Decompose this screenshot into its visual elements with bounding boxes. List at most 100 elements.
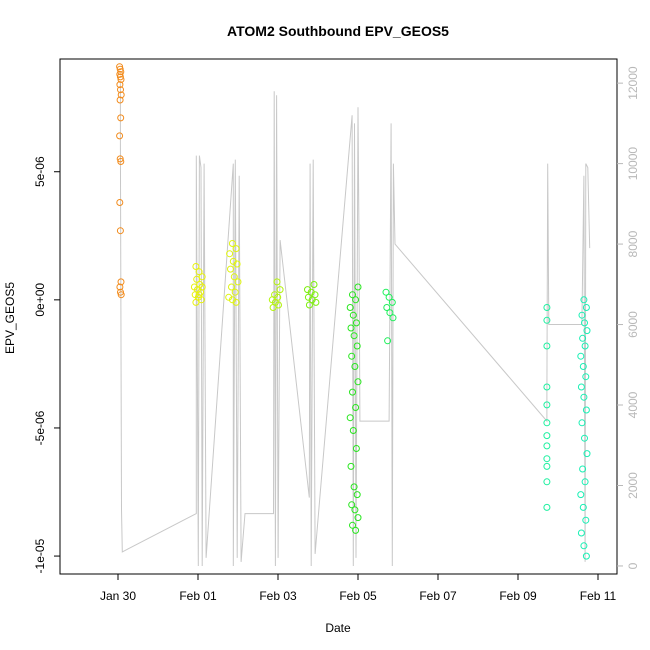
y2-tick-label: 8000 (626, 230, 640, 257)
data-point (310, 281, 318, 288)
altitude-line-layer (119, 83, 591, 567)
data-point (543, 419, 551, 427)
data-point (579, 334, 587, 342)
x-tick-label: Feb 01 (179, 589, 217, 603)
data-points-layer (116, 63, 591, 560)
data-point (349, 427, 357, 434)
data-point (543, 401, 551, 409)
x-axis: Jan 30 Feb 01 Feb 03 Feb 05 Feb 07 Feb 09 Feb … (100, 574, 617, 603)
data-point (352, 404, 360, 411)
data-point (543, 342, 551, 350)
data-point (383, 304, 391, 311)
y2-tick-label: 12000 (626, 66, 640, 100)
data-point (192, 263, 200, 270)
data-point (389, 314, 397, 322)
y-tick-label: 5e-06 (33, 156, 47, 187)
x-tick-label: Feb 05 (339, 589, 377, 603)
data-point (580, 542, 588, 550)
data-point (543, 462, 551, 470)
data-point (195, 291, 203, 299)
data-point (577, 529, 585, 537)
data-point (579, 503, 587, 511)
data-point (580, 393, 588, 401)
data-point (581, 319, 588, 327)
data-point (580, 296, 588, 304)
data-point (581, 434, 588, 442)
data-point (117, 114, 125, 122)
x-axis-label: Date (325, 621, 351, 635)
data-point (116, 199, 124, 206)
x-tick-label: Feb 11 (580, 589, 617, 603)
data-point (543, 503, 551, 511)
data-point (583, 327, 591, 335)
data-point (228, 283, 235, 291)
data-point (352, 296, 360, 304)
data-point (192, 298, 200, 306)
data-point (116, 132, 124, 140)
x-tick-label: Feb 07 (419, 589, 457, 603)
y-tick-label: -1e-05 (33, 538, 47, 573)
y-tick-label: 0e+00 (33, 283, 47, 317)
data-point (232, 245, 240, 253)
data-point (386, 309, 394, 317)
altitude-line (119, 83, 591, 567)
data-point (117, 291, 125, 299)
data-point (116, 96, 124, 104)
data-point (116, 81, 124, 89)
y-tick-label: -5e-06 (33, 410, 47, 445)
data-point (543, 455, 551, 463)
y2-tick-label: 2000 (626, 472, 640, 499)
data-point (226, 250, 234, 258)
data-point (543, 383, 551, 391)
data-point (348, 501, 356, 509)
data-point (350, 483, 358, 491)
data-point (353, 342, 361, 350)
y2-tick-label: 10000 (626, 147, 640, 181)
data-point (354, 514, 362, 522)
data-point (581, 342, 589, 350)
data-point (117, 91, 125, 99)
data-point (578, 311, 586, 319)
data-point (195, 268, 203, 276)
data-point (352, 526, 360, 534)
data-point (583, 450, 591, 458)
data-point (346, 304, 354, 311)
data-point (543, 432, 551, 440)
data-point (543, 304, 551, 311)
data-point (543, 442, 551, 450)
chart-title: ATOM2 Southbound EPV_GEOS5 (227, 23, 449, 39)
data-point (350, 332, 358, 340)
data-point (582, 516, 590, 524)
x-tick-label: Jan 30 (100, 589, 136, 603)
y2-tick-label: 6000 (626, 311, 640, 338)
data-point (582, 406, 590, 414)
data-point (117, 278, 125, 286)
y2-tick-label: 0 (626, 562, 640, 569)
data-point (349, 311, 357, 319)
data-point (346, 414, 354, 422)
plot-frame (59, 58, 618, 575)
data-point (352, 319, 360, 327)
data-point (228, 240, 236, 247)
data-point (543, 316, 551, 324)
data-point (230, 273, 238, 281)
data-point (231, 288, 239, 296)
data-point (198, 283, 206, 291)
x-tick-label: Feb 03 (259, 589, 297, 603)
data-point (305, 301, 313, 309)
data-point (117, 158, 125, 165)
data-point (269, 304, 277, 311)
y2-tick-label: 4000 (626, 391, 640, 418)
data-point (347, 462, 355, 470)
data-point (233, 260, 241, 268)
data-point (227, 265, 234, 273)
data-point (348, 352, 356, 360)
data-point (385, 293, 393, 301)
data-point (349, 521, 356, 529)
data-point (577, 491, 585, 499)
data-point (577, 383, 585, 391)
data-point (353, 491, 361, 499)
data-point (232, 298, 240, 306)
data-point (388, 298, 396, 306)
data-point (312, 298, 320, 306)
